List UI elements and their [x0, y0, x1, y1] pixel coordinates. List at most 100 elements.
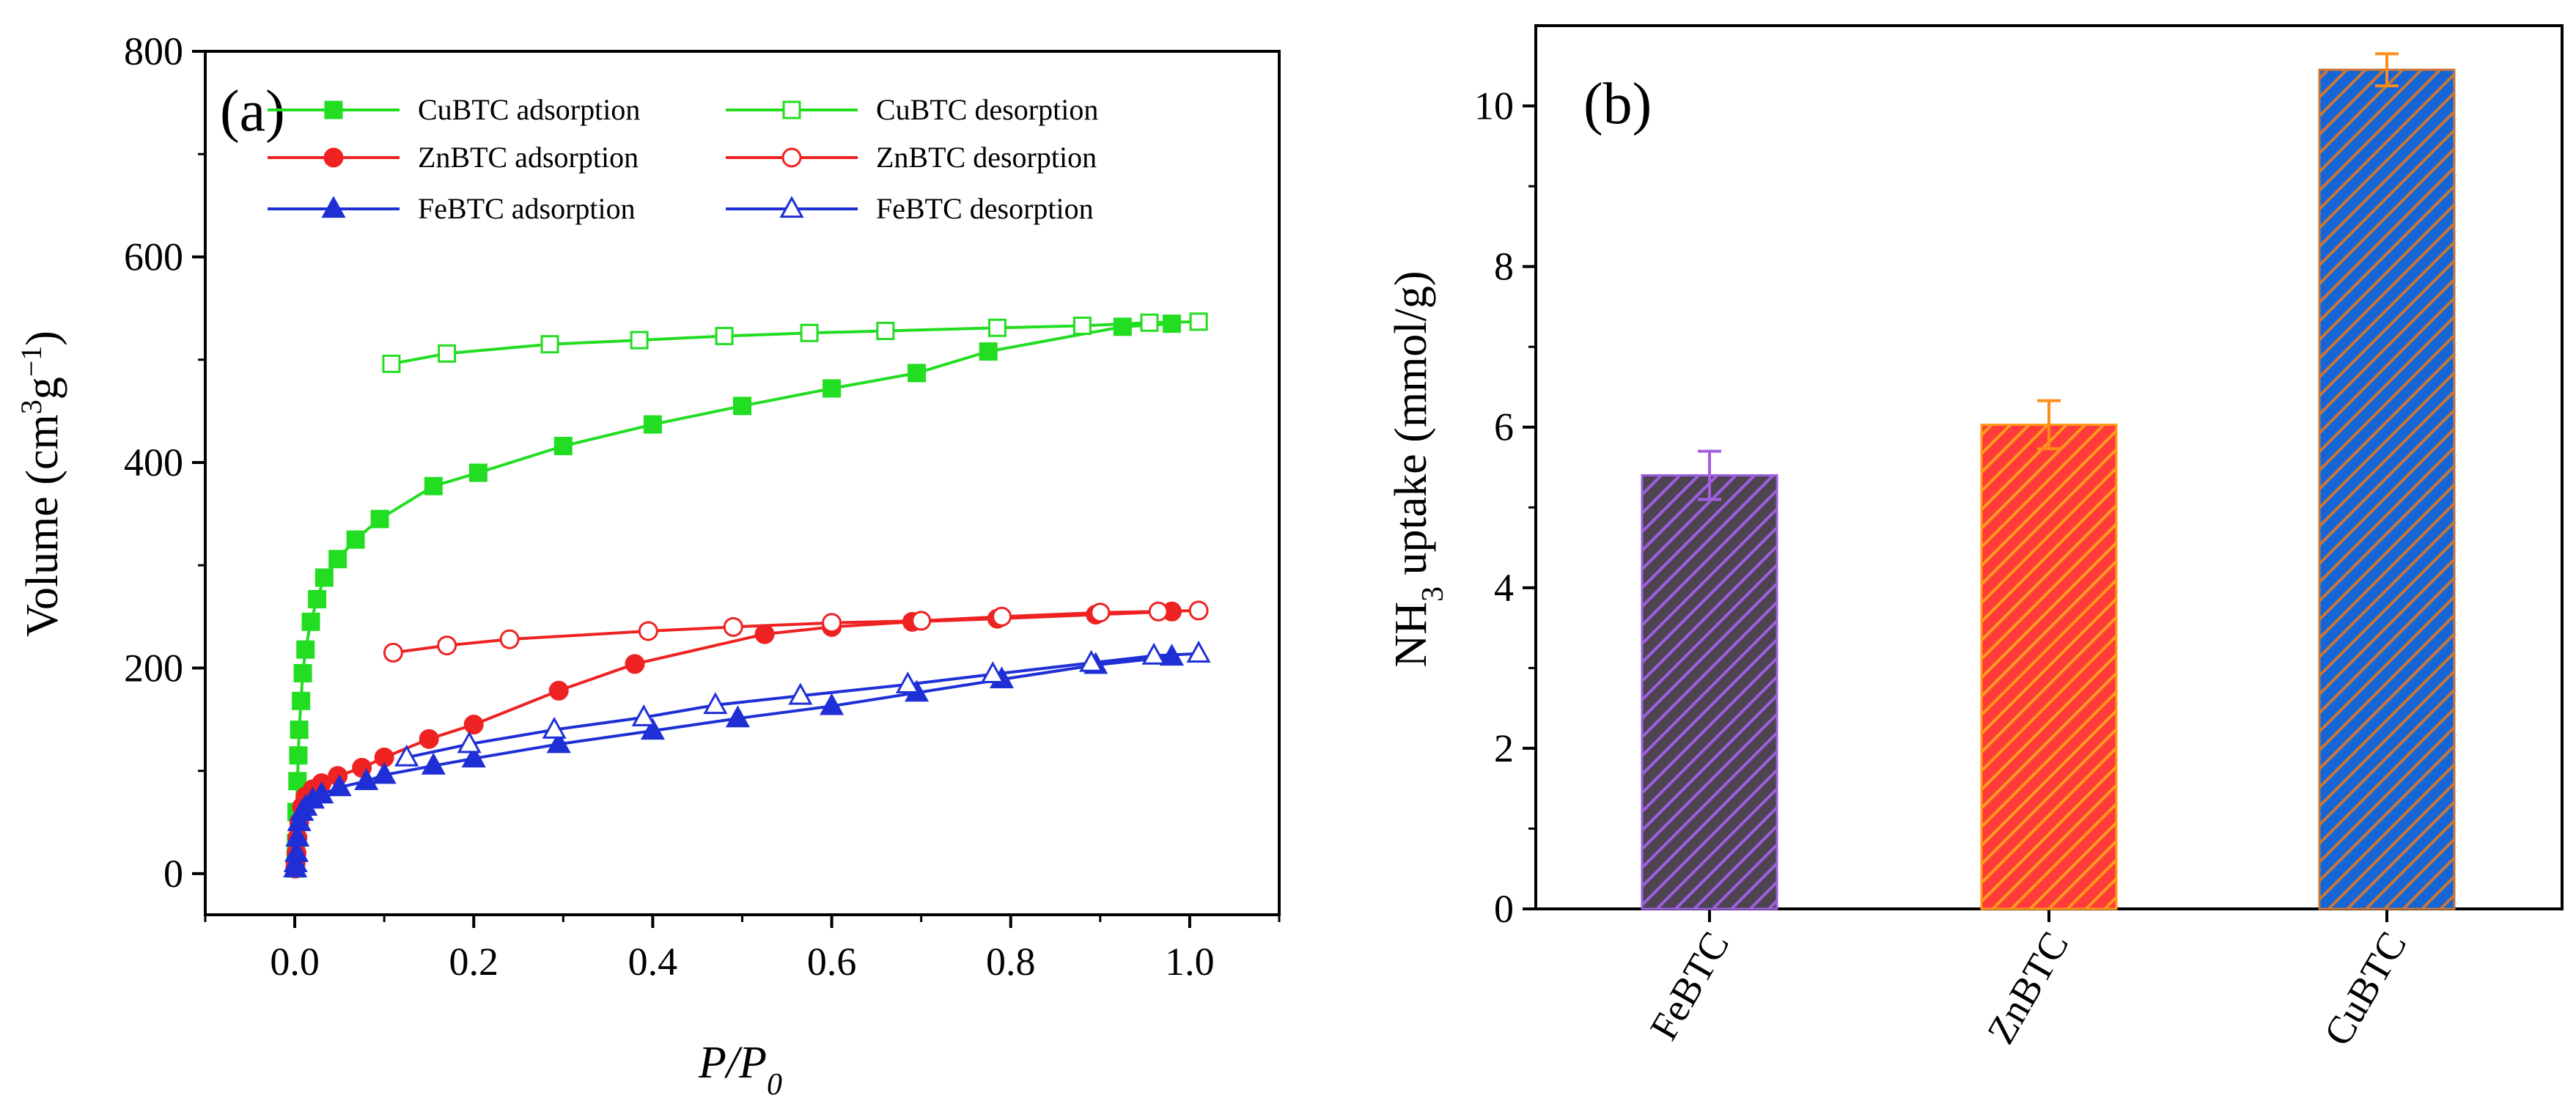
- category-label: ZnBTC: [1979, 924, 2077, 1051]
- series-febtc-adsorption: [283, 644, 1185, 878]
- data-point: [285, 825, 310, 847]
- series-znbtc-desorption: [383, 600, 1209, 663]
- data-point: [876, 321, 895, 340]
- data-point: [1148, 601, 1169, 622]
- x-tick-label-a: 0.8: [986, 940, 1036, 984]
- bar-group-febtc: [1641, 449, 1778, 910]
- bar-group-znbtc: [1980, 399, 2118, 910]
- data-point: [354, 767, 379, 790]
- data-point: [640, 718, 665, 740]
- data-point: [992, 606, 1012, 627]
- bar: [1641, 474, 1778, 910]
- series-febtc-desorption: [394, 641, 1211, 767]
- data-point: [292, 691, 311, 710]
- data-point: [1140, 313, 1159, 332]
- data-point: [911, 611, 932, 631]
- data-point: [461, 745, 486, 767]
- y-axis-title-a: Volume (cm3g−1): [15, 331, 68, 637]
- data-point: [308, 589, 327, 608]
- data-point: [323, 147, 344, 168]
- data-point: [779, 196, 804, 218]
- bar-group-cubtc: [2318, 52, 2456, 910]
- y-tick-label-a: 800: [124, 29, 183, 73]
- data-point: [372, 762, 397, 784]
- series-a: [283, 312, 1211, 879]
- y-axis-title-b: NH3 uptake (mmol/g): [1386, 270, 1450, 667]
- data-point: [370, 509, 389, 528]
- data-point: [638, 621, 658, 641]
- data-point: [383, 642, 403, 663]
- series-line: [406, 652, 1199, 759]
- data-point: [468, 463, 487, 482]
- data-point: [822, 613, 842, 633]
- data-point: [1188, 600, 1209, 621]
- data-point: [463, 715, 484, 735]
- data-point: [301, 612, 320, 631]
- legend-item: FeBTC desorption: [726, 192, 1094, 225]
- legend-item: ZnBTC adsorption: [268, 141, 639, 174]
- data-point: [457, 731, 482, 754]
- data-point: [630, 331, 649, 350]
- x-tick-label-a: 0.0: [270, 940, 320, 984]
- legend-label: CuBTC adsorption: [418, 93, 640, 126]
- y-tick-label-a: 200: [124, 646, 183, 690]
- y-tick-label-b: 10: [1474, 84, 1514, 128]
- x-tick-label-a: 1.0: [1165, 940, 1215, 984]
- legend-item: FeBTC adsorption: [268, 192, 636, 225]
- y-tick-label-a: 0: [163, 852, 183, 896]
- data-point: [895, 671, 920, 694]
- legend-label: FeBTC adsorption: [418, 192, 636, 225]
- legend-label: CuBTC desorption: [876, 93, 1098, 126]
- data-point: [1189, 312, 1208, 331]
- legend-label: FeBTC desorption: [876, 192, 1094, 225]
- data-point: [1141, 642, 1166, 665]
- data-point: [437, 635, 457, 656]
- data-point: [419, 729, 439, 749]
- legend-item: CuBTC desorption: [726, 93, 1098, 126]
- data-point: [321, 196, 346, 218]
- data-point: [438, 344, 457, 363]
- data-point: [1113, 317, 1132, 336]
- data-point: [631, 704, 656, 726]
- data-point: [548, 680, 569, 701]
- data-point: [540, 335, 559, 354]
- data-point: [293, 663, 312, 682]
- series-cubtc-adsorption: [286, 314, 1181, 878]
- series-cubtc-desorption: [382, 312, 1208, 373]
- data-point: [1079, 649, 1104, 672]
- y-tick-label-a: 600: [124, 235, 183, 279]
- x-axis-title-a: P/P0: [698, 1038, 782, 1102]
- data-point: [754, 624, 775, 644]
- y-tick-label-b: 6: [1494, 405, 1514, 449]
- data-point: [421, 752, 446, 775]
- y-tick-label-b: 0: [1494, 887, 1514, 931]
- data-point: [284, 840, 309, 863]
- data-point: [382, 354, 401, 373]
- data-point: [424, 476, 443, 495]
- data-point: [1072, 316, 1092, 335]
- data-point: [327, 774, 352, 797]
- data-point: [290, 721, 309, 740]
- data-point: [394, 744, 419, 767]
- data-point: [289, 746, 308, 765]
- x-tick-label-a: 0.4: [628, 940, 678, 984]
- data-point: [643, 415, 662, 434]
- bar: [2318, 68, 2456, 910]
- data-point: [625, 654, 645, 674]
- data-point: [987, 318, 1007, 337]
- legend-item: ZnBTC desorption: [726, 141, 1097, 174]
- bars-b: [1641, 52, 2456, 910]
- category-label: CuBTC: [2315, 924, 2415, 1053]
- data-point: [546, 731, 571, 754]
- category-label: FeBTC: [1641, 924, 1737, 1047]
- data-point: [715, 326, 734, 345]
- data-point: [288, 772, 307, 791]
- bar: [1980, 423, 2118, 910]
- data-point: [553, 437, 573, 456]
- data-point: [733, 397, 751, 416]
- data-point: [979, 342, 998, 361]
- y-tick-label-b: 4: [1494, 566, 1514, 610]
- data-point: [725, 705, 750, 728]
